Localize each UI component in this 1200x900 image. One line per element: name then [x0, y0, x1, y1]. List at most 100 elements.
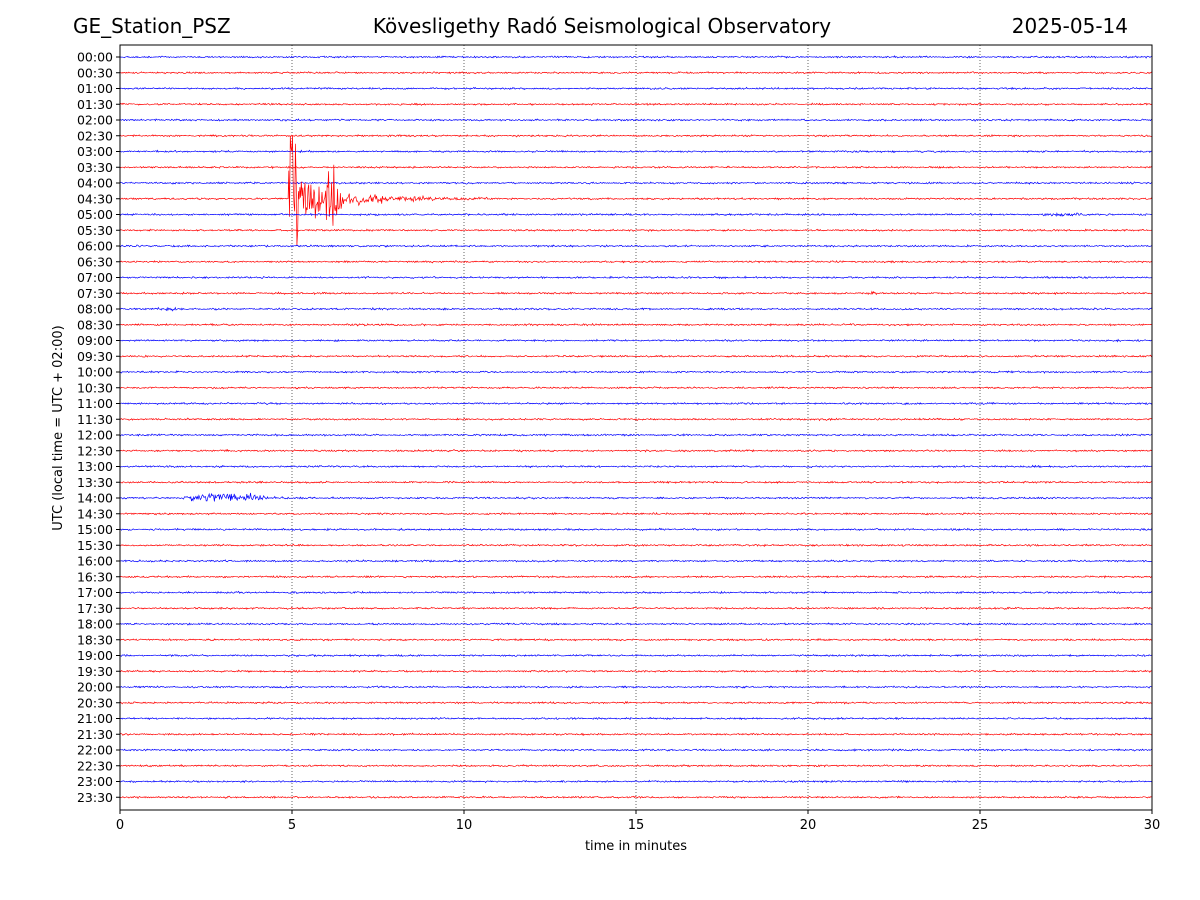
trace-1130 [119, 417, 1153, 422]
trace-0800 [119, 306, 1153, 312]
y-tick-label: 10:30 [77, 380, 113, 395]
y-tick-label: 12:30 [77, 443, 113, 458]
trace-2130 [119, 732, 1153, 737]
trace-2230 [119, 763, 1153, 768]
trace-0500 [119, 212, 1153, 217]
y-tick-label: 22:30 [77, 758, 113, 773]
x-axis-label: time in minutes [585, 839, 687, 854]
y-tick-label: 21:00 [77, 711, 113, 726]
y-tick-label: 09:30 [77, 349, 113, 364]
y-tick-label: 15:00 [77, 522, 113, 537]
x-tick-label: 15 [628, 818, 645, 833]
y-tick-label: 09:00 [77, 333, 113, 348]
y-tick-label: 23:00 [77, 774, 113, 789]
trace-2300 [119, 779, 1153, 784]
y-tick-label: 16:00 [77, 554, 113, 569]
y-tick-label: 08:00 [77, 302, 113, 317]
y-tick-label: 00:30 [77, 65, 113, 80]
trace-0600 [119, 244, 1153, 248]
y-tick-label: 08:30 [77, 317, 113, 332]
y-tick-label: 04:00 [77, 176, 113, 191]
y-tick-label: 11:00 [77, 396, 113, 411]
trace-0000 [119, 55, 1153, 59]
y-tick-label: 03:30 [77, 160, 113, 175]
y-tick-label: 03:00 [77, 144, 113, 159]
y-tick-label: 06:00 [77, 239, 113, 254]
chart-date: 2025-05-14 [1011, 14, 1128, 38]
trace-1400 [119, 492, 1153, 502]
trace-1530 [119, 543, 1153, 548]
y-tick-label: 13:30 [77, 475, 113, 490]
trace-1330 [119, 480, 1153, 485]
trace-1500 [119, 527, 1153, 532]
trace-2030 [119, 700, 1152, 705]
y-tick-label: 18:30 [77, 632, 113, 647]
y-tick-label: 17:30 [77, 601, 113, 616]
y-tick-label: 02:30 [77, 128, 113, 143]
y-tick-label: 19:00 [77, 648, 113, 663]
trace-0130 [119, 102, 1153, 106]
trace-0330 [119, 165, 1153, 170]
y-tick-label: 18:00 [77, 617, 113, 632]
trace-1600 [119, 559, 1153, 563]
trace-1100 [119, 401, 1153, 406]
trace-0300 [119, 149, 1153, 154]
y-tick-label: 19:30 [77, 664, 113, 679]
trace-2200 [119, 748, 1153, 752]
trace-1730 [119, 606, 1153, 611]
y-tick-label: 15:30 [77, 538, 113, 553]
y-tick-label: 11:30 [77, 412, 113, 427]
grid-lines [291, 45, 981, 810]
y-tick-label: 01:00 [77, 81, 113, 96]
trace-2000 [119, 685, 1153, 689]
y-tick-label: 20:00 [77, 680, 113, 695]
trace-0430 [119, 135, 1153, 246]
y-tick-label: 20:30 [77, 695, 113, 710]
y-tick-label: 12:00 [77, 428, 113, 443]
y-tick-label: 01:30 [77, 97, 113, 112]
y-tick-label: 14:30 [77, 506, 113, 521]
trace-1230 [119, 448, 1153, 453]
trace-0630 [119, 260, 1153, 264]
trace-1830 [119, 638, 1153, 642]
y-tick-label: 10:00 [77, 365, 113, 380]
trace-0900 [119, 338, 1153, 343]
y-tick-label: 22:00 [77, 743, 113, 758]
trace-0030 [119, 71, 1153, 75]
x-tick-label: 5 [288, 818, 296, 833]
trace-1930 [119, 669, 1153, 674]
seismic-traces [119, 55, 1153, 799]
trace-2100 [119, 716, 1153, 721]
y-tick-label: 02:00 [77, 113, 113, 128]
x-tick-label: 30 [1144, 818, 1161, 833]
x-tick-label: 25 [972, 818, 989, 833]
trace-2330 [119, 795, 1152, 799]
x-tick-label: 10 [456, 818, 473, 833]
trace-1030 [119, 386, 1153, 390]
y-tick-label: 16:30 [77, 569, 113, 584]
y-axis: 00:0000:3001:0001:3002:0002:3003:0003:30… [77, 50, 120, 805]
trace-1200 [119, 433, 1153, 437]
trace-1700 [119, 590, 1153, 595]
trace-0400 [119, 181, 1153, 185]
y-tick-label: 17:00 [77, 585, 113, 600]
y-tick-label: 04:30 [77, 191, 113, 206]
trace-1000 [120, 370, 1153, 374]
trace-0930 [119, 354, 1153, 358]
trace-0230 [119, 133, 1153, 138]
x-tick-label: 20 [800, 818, 817, 833]
y-tick-label: 13:00 [77, 459, 113, 474]
y-tick-label: 23:30 [77, 790, 113, 805]
trace-1630 [119, 574, 1153, 579]
trace-0100 [119, 86, 1153, 91]
trace-1430 [119, 512, 1153, 516]
chart-title: Kövesligethy Radó Seismological Observat… [372, 14, 832, 38]
y-tick-label: 07:00 [77, 270, 113, 285]
trace-0200 [119, 118, 1153, 122]
trace-1800 [119, 622, 1153, 626]
y-tick-label: 14:00 [77, 491, 113, 506]
y-tick-label: 07:30 [77, 286, 113, 301]
trace-1900 [119, 653, 1153, 658]
x-tick-label: 0 [116, 818, 124, 833]
